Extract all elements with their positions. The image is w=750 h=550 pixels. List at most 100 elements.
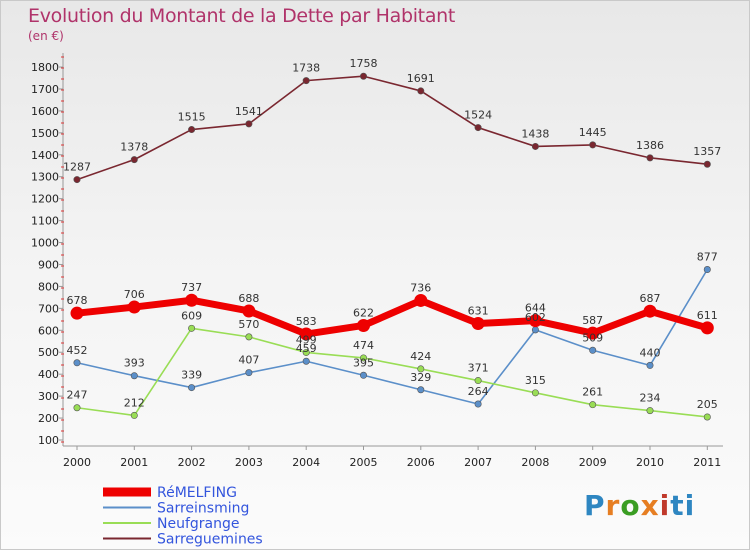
data-point-sarreguemines — [703, 160, 711, 168]
data-point-sarreinsming — [474, 400, 482, 408]
y-tick-label: 1000 — [31, 237, 59, 250]
data-label-sarreinsming: 509 — [582, 331, 603, 344]
data-point-re-melfing — [700, 321, 714, 335]
data-label-neufgrange: 499 — [296, 333, 317, 346]
data-point-neufgrange — [130, 411, 138, 419]
data-point-sarreguemines — [302, 77, 310, 85]
data-label-sarreguemines: 1386 — [636, 139, 664, 152]
data-label-sarreinsming: 393 — [124, 357, 145, 370]
data-label-sarreinsming: 407 — [238, 354, 259, 367]
logo-letter: t — [670, 489, 685, 522]
y-tick-label: 1100 — [31, 215, 59, 228]
data-label-sarreinsming: 440 — [640, 346, 661, 359]
data-label-sarreinsming: 452 — [67, 344, 88, 357]
data-point-neufgrange — [302, 348, 310, 356]
data-label-sarreguemines: 1515 — [178, 111, 206, 124]
data-point-sarreinsming — [302, 357, 310, 365]
data-label-neufgrange: 609 — [181, 309, 202, 322]
logo-letter: i — [659, 489, 671, 522]
data-label-neufgrange: 212 — [124, 396, 145, 409]
series-line-sarreinsming — [76, 268, 709, 405]
data-point-re-melfing — [586, 326, 600, 340]
y-tick-label: 1700 — [31, 83, 59, 96]
data-point-sarreinsming — [245, 369, 253, 377]
data-point-sarreguemines — [73, 176, 81, 184]
data-point-neufgrange — [188, 324, 196, 332]
data-point-neufgrange — [531, 389, 539, 397]
data-label-re-melfing: 737 — [181, 281, 202, 294]
data-label-sarreinsming: 339 — [181, 369, 202, 382]
data-label-neufgrange: 474 — [353, 339, 374, 352]
data-label-sarreguemines: 1287 — [63, 161, 91, 174]
logo-letter: P — [584, 489, 606, 522]
x-tick-label: 2000 — [63, 456, 91, 469]
y-tick-label: 1200 — [31, 193, 59, 206]
x-tick-label: 2002 — [178, 456, 206, 469]
data-label-sarreinsming: 395 — [353, 356, 374, 369]
series-line-re-melfing — [73, 296, 711, 338]
data-point-sarreguemines — [359, 72, 367, 80]
x-tick-label: 2005 — [350, 456, 378, 469]
x-tick-label: 2010 — [636, 456, 664, 469]
data-point-re-melfing — [185, 293, 199, 307]
data-point-sarreinsming — [531, 326, 539, 334]
data-point-neufgrange — [474, 377, 482, 385]
data-point-sarreguemines — [245, 120, 253, 128]
data-label-re-melfing: 622 — [353, 306, 374, 319]
y-tick-label: 300 — [38, 390, 59, 403]
data-point-neufgrange — [589, 401, 597, 409]
data-point-re-melfing — [242, 304, 256, 318]
legend-label: Sarreinsming — [157, 501, 249, 517]
y-tick-label: 900 — [38, 258, 59, 271]
y-tick-label: 1800 — [31, 61, 59, 74]
data-label-re-melfing: 587 — [582, 314, 603, 327]
data-point-sarreinsming — [73, 359, 81, 367]
data-label-re-melfing: 706 — [124, 288, 145, 301]
data-point-sarreinsming — [646, 361, 654, 369]
data-label-neufgrange: 570 — [238, 318, 259, 331]
legend-label: RéMELFING — [157, 485, 237, 501]
chart-subtitle: (en €) — [28, 29, 64, 43]
data-point-sarreinsming — [130, 372, 138, 380]
data-label-sarreinsming: 877 — [697, 251, 718, 264]
chart-title: Evolution du Montant de la Dette par Hab… — [28, 5, 456, 27]
data-point-re-melfing — [528, 314, 542, 328]
data-point-sarreguemines — [474, 124, 482, 132]
y-tick-label: 600 — [38, 324, 59, 337]
data-label-sarreguemines: 1524 — [464, 109, 492, 122]
x-tick-label: 2006 — [407, 456, 435, 469]
y-tick-label: 400 — [38, 368, 59, 381]
data-label-sarreguemines: 1738 — [292, 62, 320, 75]
data-point-neufgrange — [646, 407, 654, 415]
logo-letter: x — [640, 489, 660, 522]
y-tick-label: 500 — [38, 346, 59, 359]
y-tick-label: 1600 — [31, 105, 59, 118]
data-label-re-melfing: 687 — [640, 292, 661, 305]
y-tick-label: 800 — [38, 280, 59, 293]
data-point-re-melfing — [70, 306, 84, 320]
data-point-neufgrange — [245, 333, 253, 341]
data-point-sarreinsming — [359, 371, 367, 379]
data-label-re-melfing: 631 — [468, 304, 489, 317]
data-label-neufgrange: 371 — [468, 362, 489, 375]
data-point-neufgrange — [359, 354, 367, 362]
data-point-re-melfing — [357, 318, 370, 332]
data-label-sarreinsming: 264 — [468, 385, 489, 398]
data-point-neufgrange — [73, 404, 81, 412]
data-point-re-melfing — [127, 300, 141, 314]
x-tick-label: 2004 — [292, 456, 320, 469]
data-label-sarreinsming: 329 — [410, 371, 431, 384]
data-point-re-melfing — [643, 304, 657, 318]
y-tick-label: 1300 — [31, 171, 59, 184]
data-label-neufgrange: 315 — [525, 374, 546, 387]
data-point-sarreguemines — [531, 142, 539, 150]
data-label-neufgrange: 234 — [640, 392, 661, 405]
logo-letter: i — [684, 489, 696, 522]
y-tick-label: 200 — [38, 412, 59, 425]
data-point-sarreinsming — [417, 386, 425, 394]
series-line-neufgrange — [76, 327, 709, 418]
data-label-sarreinsming: 459 — [296, 342, 317, 355]
x-tick-label: 2001 — [120, 456, 148, 469]
